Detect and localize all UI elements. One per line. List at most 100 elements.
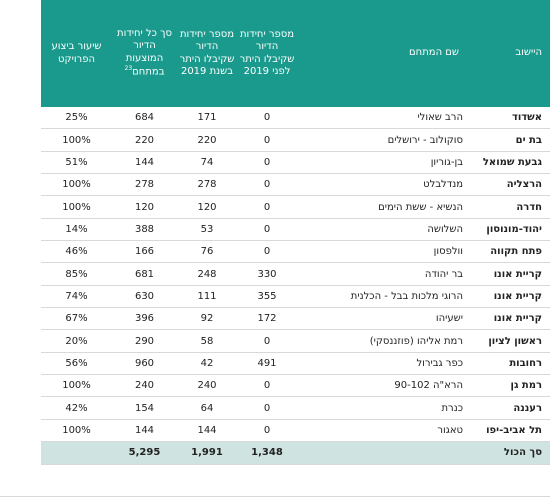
cell-before-2019: 0 (237, 419, 297, 443)
cell-before-2019: 0 (237, 107, 297, 130)
cell-project: טאגור (297, 419, 467, 443)
cell-in-2019: 120 (177, 195, 237, 219)
cell-in-2019: 220 (177, 128, 237, 152)
header-before-2019: מספר יחידות הדיור שקיבלו היתר לפני 2019 (237, 0, 297, 107)
cell-before-2019: 0 (237, 128, 297, 152)
table-row: אשדוד הרב שאולי 0 171 684 25% (41, 107, 550, 130)
cell-before-2019: 0 (237, 396, 297, 420)
table-row: חדרה הנשיא - ששת הימים 0 120 120 100% (41, 195, 550, 219)
cell-in-2019: 171 (177, 107, 237, 130)
table-row: רמת גן הרא"ה 90-102 0 240 240 100% (41, 374, 550, 398)
cell-project: מנדלבלט (297, 173, 467, 197)
cell-project: בן-גוריון (297, 151, 467, 175)
table-row: יהוד-מונוסון השלושה 0 53 388 14% (41, 218, 550, 242)
cell-total-units: 166 (112, 240, 177, 264)
housing-permits-table: היישוב שם המתחם מספר יחידות הדיור שקיבלו… (41, 0, 550, 465)
cell-city: רמת גן (467, 374, 550, 398)
cell-progress: 20% (41, 329, 112, 353)
totals-row: סך הכול 1,348 1,991 5,295 (41, 441, 550, 465)
cell-progress: 42% (41, 396, 112, 420)
cell-project: וולפסון (297, 240, 467, 264)
cell-project: כנרת (297, 396, 467, 420)
totals-before-2019: 1,348 (237, 441, 297, 465)
cell-total-units: 120 (112, 195, 177, 219)
cell-before-2019: 0 (237, 240, 297, 264)
header-progress: שיעור ביצוע הפרויקט (41, 0, 112, 107)
cell-before-2019: 0 (237, 195, 297, 219)
table-row: רעננה כנרת 0 64 154 42% (41, 396, 550, 420)
header-in-2019: מספר יחידות הדיור שקיבלו היתר בשנת 2019 (177, 0, 237, 107)
cell-total-units: 220 (112, 128, 177, 152)
table-header-row: היישוב שם המתחם מספר יחידות הדיור שקיבלו… (41, 0, 550, 107)
cell-project: הנשיא - ששת הימים (297, 195, 467, 219)
cell-in-2019: 64 (177, 396, 237, 420)
cell-before-2019: 0 (237, 173, 297, 197)
header-project: שם המתחם (297, 0, 467, 107)
cell-city: קריית אונו (467, 285, 550, 309)
header-total-units-text: סך כל יחידות הדיור המוצעות במתחם (117, 27, 172, 78)
table-row: קריית אונו הרוגי מלכות בבל - הכלנית 355 111… (41, 285, 550, 309)
cell-city: ראשון לציון (467, 329, 550, 353)
cell-project: רמת אליהו (פוזננסקי) (297, 329, 467, 353)
cell-total-units: 630 (112, 285, 177, 309)
cell-project: הרב שאולי (297, 107, 467, 130)
table-row: קריית אונו ישעיהו 172 92 396 67% (41, 307, 550, 331)
cell-progress: 46% (41, 240, 112, 264)
cell-total-units: 396 (112, 307, 177, 331)
cell-total-units: 240 (112, 374, 177, 398)
totals-label: סך הכול (467, 441, 550, 465)
cell-progress: 56% (41, 352, 112, 376)
cell-project: ישעיהו (297, 307, 467, 331)
table-row: בת ים סוקולוב - ירושלים 0 220 220 100% (41, 128, 550, 152)
cell-total-units: 681 (112, 262, 177, 286)
cell-in-2019: 92 (177, 307, 237, 331)
cell-progress: 100% (41, 374, 112, 398)
table-row: הרצליה מנדלבלט 0 278 278 100% (41, 173, 550, 197)
cell-city: רחובות (467, 352, 550, 376)
cell-city: הרצליה (467, 173, 550, 197)
cell-city: יהוד-מונוסון (467, 218, 550, 242)
cell-in-2019: 74 (177, 151, 237, 175)
cell-city: פתח תקווה (467, 240, 550, 264)
cell-total-units: 144 (112, 151, 177, 175)
cell-in-2019: 240 (177, 374, 237, 398)
cell-before-2019: 491 (237, 352, 297, 376)
table-row: תל אביב-יפו טאגור 0 144 144 100% (41, 419, 550, 443)
cell-city: רעננה (467, 396, 550, 420)
cell-total-units: 290 (112, 329, 177, 353)
cell-total-units: 684 (112, 107, 177, 130)
cell-progress: 51% (41, 151, 112, 175)
cell-progress: 85% (41, 262, 112, 286)
cell-in-2019: 58 (177, 329, 237, 353)
footnote-marker: 23 (124, 65, 133, 73)
cell-total-units: 278 (112, 173, 177, 197)
table-row: ראשון לציון רמת אליהו (פוזננסקי) 0 58 290 20% (41, 329, 550, 353)
header-total-units: סך כל יחידות הדיור המוצעות במתחם23 (112, 0, 177, 107)
cell-city: בת ים (467, 128, 550, 152)
cell-progress: 100% (41, 419, 112, 443)
cell-before-2019: 0 (237, 374, 297, 398)
cell-city: גבעת שמואל (467, 151, 550, 175)
totals-project-cell (297, 441, 467, 465)
totals-in-2019: 1,991 (177, 441, 237, 465)
table-row: גבעת שמואל בן-גוריון 0 74 144 51% (41, 151, 550, 175)
cell-before-2019: 172 (237, 307, 297, 331)
cell-project: כפר גבירול (297, 352, 467, 376)
cell-in-2019: 111 (177, 285, 237, 309)
cell-in-2019: 144 (177, 419, 237, 443)
totals-progress (41, 441, 112, 465)
cell-city: קריית אונו (467, 307, 550, 331)
cell-progress: 100% (41, 128, 112, 152)
cell-city: אשדוד (467, 107, 550, 130)
cell-in-2019: 278 (177, 173, 237, 197)
header-city: היישוב (467, 0, 550, 107)
cell-in-2019: 76 (177, 240, 237, 264)
cell-project: סוקולוב - ירושלים (297, 128, 467, 152)
cell-total-units: 388 (112, 218, 177, 242)
cell-in-2019: 248 (177, 262, 237, 286)
table-row: רחובות כפר גבירול 491 42 960 56% (41, 352, 550, 376)
cell-progress: 14% (41, 218, 112, 242)
cell-before-2019: 330 (237, 262, 297, 286)
cell-before-2019: 355 (237, 285, 297, 309)
cell-total-units: 960 (112, 352, 177, 376)
